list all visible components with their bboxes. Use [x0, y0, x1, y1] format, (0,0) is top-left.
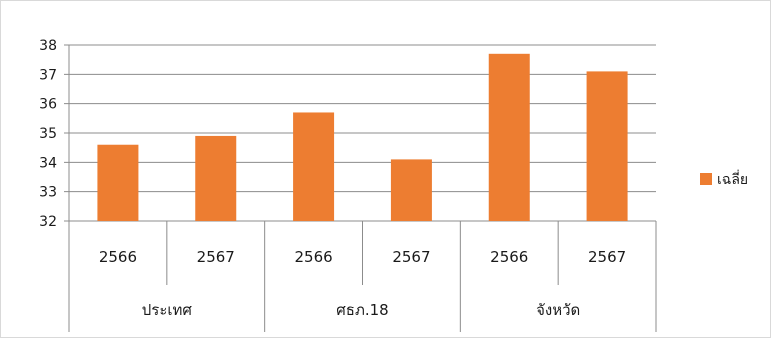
bars [97, 53, 628, 222]
x-category-label: 2566 [490, 248, 528, 266]
x-group-label: จังหวัด [536, 301, 580, 319]
bar-1 [97, 144, 139, 221]
bar-5 [488, 53, 530, 221]
y-tick-label: 38 [39, 38, 57, 54]
y-tick-label: 33 [39, 185, 57, 201]
legend-label: เฉลี่ย [717, 170, 748, 188]
x-group-label: ศธภ.18 [336, 301, 388, 319]
y-tick-label: 34 [39, 155, 57, 171]
x-category-label: 2567 [588, 248, 626, 266]
x-group-label: ประเทศ [142, 301, 193, 319]
legend-swatch [700, 173, 712, 185]
x-axis: 2566 2567 2566 2567 2566 2567 ประเทศ ศธภ.18 จังห… [68, 45, 657, 332]
legend: เฉลี่ย [700, 170, 748, 188]
y-axis-ticks: 32 33 34 35 36 37 38 [39, 38, 57, 230]
y-tick-label: 32 [39, 214, 57, 230]
x-category-label: 2567 [392, 248, 430, 266]
x-category-label: 2566 [294, 248, 332, 266]
bar-4 [390, 159, 432, 221]
x-category-label: 2567 [197, 248, 235, 266]
x-category-label: 2566 [99, 248, 137, 266]
bar-6 [586, 71, 628, 222]
gridlines [64, 44, 656, 222]
bar-2 [195, 135, 237, 221]
y-tick-label: 35 [39, 126, 57, 142]
bar-3 [293, 112, 335, 221]
y-tick-label: 37 [39, 67, 57, 83]
y-tick-label: 36 [39, 97, 57, 113]
